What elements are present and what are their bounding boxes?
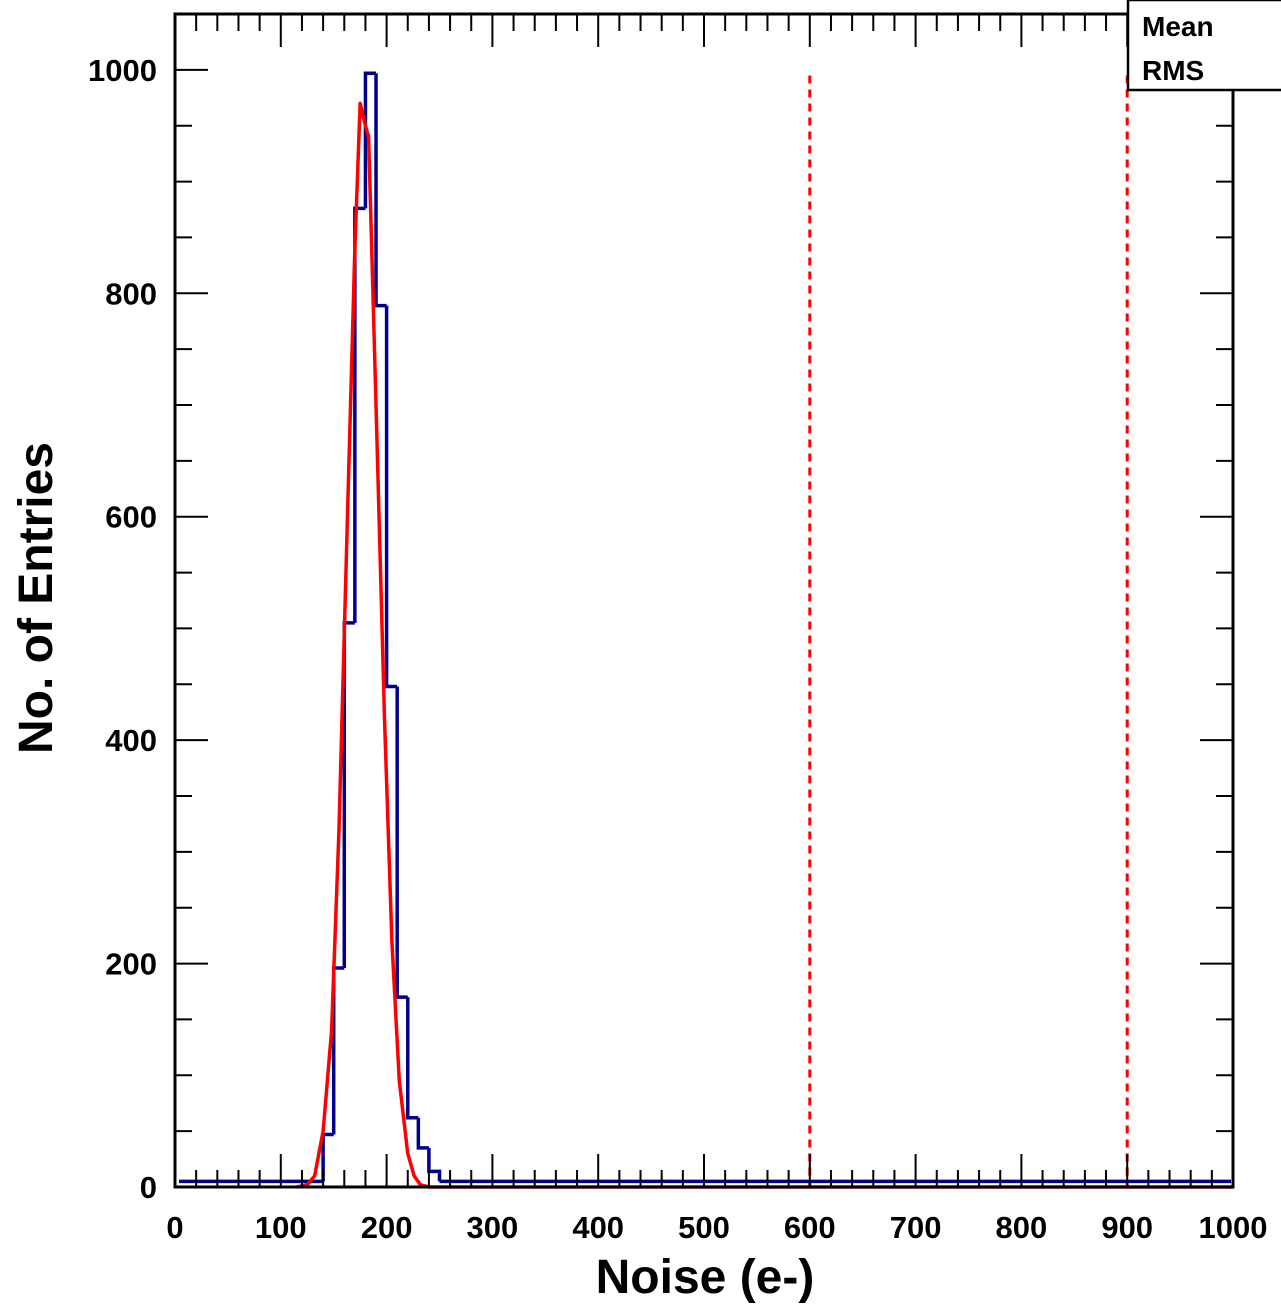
histogram-bin-200	[384, 305, 398, 689]
histogram-bin-220	[406, 997, 419, 1120]
y-axis-title: No. of Entries	[10, 442, 63, 754]
x-tick-label: 500	[678, 1210, 730, 1245]
x-tick-label: 300	[467, 1210, 519, 1245]
y-tick-label: 800	[105, 276, 157, 311]
histogram-bin-150	[331, 966, 345, 1135]
stats-rms-label: RMS	[1142, 55, 1204, 86]
x-tick-label: 1000	[1199, 1210, 1268, 1245]
x-tick-label: 200	[361, 1210, 413, 1245]
x-tick-label: 700	[890, 1210, 942, 1245]
x-axis-title: Noise (e-)	[596, 1251, 815, 1304]
x-tick-label: 100	[255, 1210, 307, 1245]
histogram-bin-210	[395, 686, 408, 999]
histogram-bin-170	[353, 206, 366, 623]
y-tick-label: 200	[105, 947, 157, 982]
y-tick-label: 600	[105, 500, 157, 535]
histogram-bin-160	[342, 621, 355, 969]
x-tick-label: 600	[784, 1210, 836, 1245]
histogram-bin-230	[416, 1117, 429, 1150]
stats-box	[1126, 0, 1281, 92]
histogram-bin-240	[427, 1147, 442, 1182]
y-tick-label: 0	[140, 1170, 157, 1205]
x-tick-label: 900	[1101, 1210, 1153, 1245]
gaussian-fit-curve	[296, 101, 1233, 1189]
histogram-bin-180	[363, 71, 377, 209]
histogram-bin-140	[321, 1132, 334, 1182]
y-tick-label: 400	[105, 723, 157, 758]
x-tick-label: 0	[166, 1210, 183, 1245]
x-tick-label: 800	[996, 1210, 1048, 1245]
y-tick-label: 1000	[88, 53, 157, 88]
x-tick-label: 400	[572, 1210, 624, 1245]
stats-mean-label: Mean	[1142, 11, 1214, 42]
histogram-bin-190	[374, 73, 387, 308]
